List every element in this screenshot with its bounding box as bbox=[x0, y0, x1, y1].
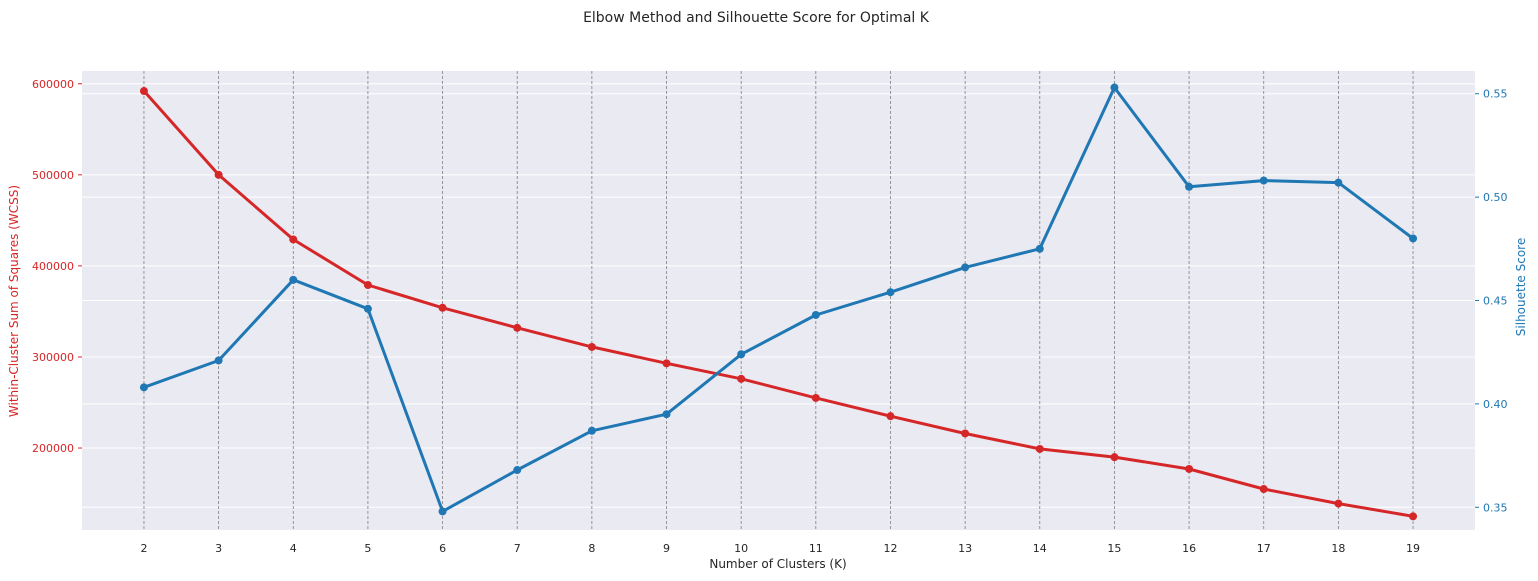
wcss-point bbox=[737, 374, 746, 383]
vertical-dashed-lines bbox=[143, 71, 1414, 530]
wcss-point bbox=[961, 429, 970, 438]
silhouette-point bbox=[737, 350, 746, 359]
silhouette-point bbox=[363, 304, 372, 313]
left-y-tick-label: 300000 bbox=[32, 351, 74, 364]
wcss-point bbox=[289, 235, 298, 244]
wcss-point bbox=[513, 323, 522, 332]
x-tick-label: 18 bbox=[1331, 542, 1345, 555]
right-y-tick-label: 0.45 bbox=[1483, 295, 1508, 308]
wcss-point bbox=[1110, 453, 1119, 462]
wcss-series bbox=[139, 87, 1418, 521]
wcss-point bbox=[662, 359, 671, 368]
x-tick-label: 7 bbox=[514, 542, 521, 555]
silhouette-point bbox=[961, 263, 970, 272]
chart-title: Elbow Method and Silhouette Score for Op… bbox=[583, 10, 930, 26]
silhouette-point bbox=[1185, 182, 1194, 191]
wcss-point bbox=[139, 87, 148, 96]
silhouette-line bbox=[142, 86, 1415, 513]
wcss-point bbox=[587, 342, 596, 351]
right-y-tick-label: 0.40 bbox=[1483, 398, 1508, 411]
x-tick-label: 11 bbox=[809, 542, 823, 555]
x-tick-label: 10 bbox=[734, 542, 748, 555]
left-y-axis: 200000 300000 400000 500000 600000 bbox=[32, 78, 82, 455]
x-tick-label: 9 bbox=[663, 542, 670, 555]
left-y-tick-label: 500000 bbox=[32, 169, 74, 182]
silhouette-point bbox=[1409, 234, 1418, 243]
wcss-point bbox=[363, 281, 372, 290]
left-y-axis-title: Within-Cluster Sum of Squares (WCSS) bbox=[7, 185, 21, 417]
silhouette-point bbox=[1110, 83, 1119, 92]
wcss-point bbox=[438, 303, 447, 312]
wcss-point bbox=[1334, 499, 1343, 508]
silhouette-point bbox=[289, 275, 298, 284]
wcss-line bbox=[142, 89, 1415, 518]
x-tick-label: 19 bbox=[1406, 542, 1420, 555]
x-tick-label: 15 bbox=[1107, 542, 1121, 555]
wcss-point bbox=[886, 412, 895, 421]
right-y-tick-label: 0.35 bbox=[1483, 501, 1508, 514]
x-tick-label: 13 bbox=[958, 542, 972, 555]
wcss-point bbox=[214, 170, 223, 179]
silhouette-point bbox=[513, 466, 522, 475]
silhouette-point bbox=[811, 310, 820, 319]
x-tick-label: 16 bbox=[1182, 542, 1196, 555]
left-y-tick-label: 600000 bbox=[32, 78, 74, 91]
x-tick-label: 14 bbox=[1033, 542, 1047, 555]
silhouette-point bbox=[587, 426, 596, 435]
silhouette-point bbox=[139, 383, 148, 392]
wcss-point bbox=[1409, 512, 1418, 521]
horizontal-grid bbox=[82, 83, 1475, 508]
silhouette-point bbox=[214, 356, 223, 365]
x-tick-label: 2 bbox=[140, 542, 147, 555]
left-y-tick-label: 400000 bbox=[32, 260, 74, 273]
silhouette-point bbox=[1334, 178, 1343, 187]
wcss-point bbox=[1185, 464, 1194, 473]
right-y-tick-label: 0.55 bbox=[1483, 88, 1508, 101]
wcss-point bbox=[811, 393, 820, 402]
x-tick-label: 3 bbox=[215, 542, 222, 555]
silhouette-point bbox=[1035, 244, 1044, 253]
x-tick-label: 5 bbox=[364, 542, 371, 555]
left-y-tick-label: 200000 bbox=[32, 442, 74, 455]
silhouette-series bbox=[139, 83, 1418, 516]
right-y-tick-label: 0.50 bbox=[1483, 191, 1508, 204]
silhouette-point bbox=[662, 410, 671, 419]
right-y-axis: 0.35 0.40 0.45 0.50 0.55 bbox=[1475, 88, 1508, 514]
x-tick-label: 6 bbox=[439, 542, 446, 555]
x-axis: 2 3 4 5 6 7 8 9 10 11 12 13 14 15 16 17 18 19 bbox=[140, 542, 1420, 555]
x-tick-label: 17 bbox=[1257, 542, 1271, 555]
silhouette-point bbox=[438, 507, 447, 516]
x-tick-label: 12 bbox=[883, 542, 897, 555]
x-axis-title: Number of Clusters (K) bbox=[709, 557, 846, 571]
wcss-point bbox=[1035, 444, 1044, 453]
wcss-point bbox=[1259, 485, 1268, 494]
right-y-axis-title: Silhouette Score bbox=[1514, 238, 1528, 336]
silhouette-point bbox=[1259, 176, 1268, 185]
silhouette-point bbox=[886, 288, 895, 297]
x-tick-label: 8 bbox=[588, 542, 595, 555]
x-tick-label: 4 bbox=[290, 542, 297, 555]
